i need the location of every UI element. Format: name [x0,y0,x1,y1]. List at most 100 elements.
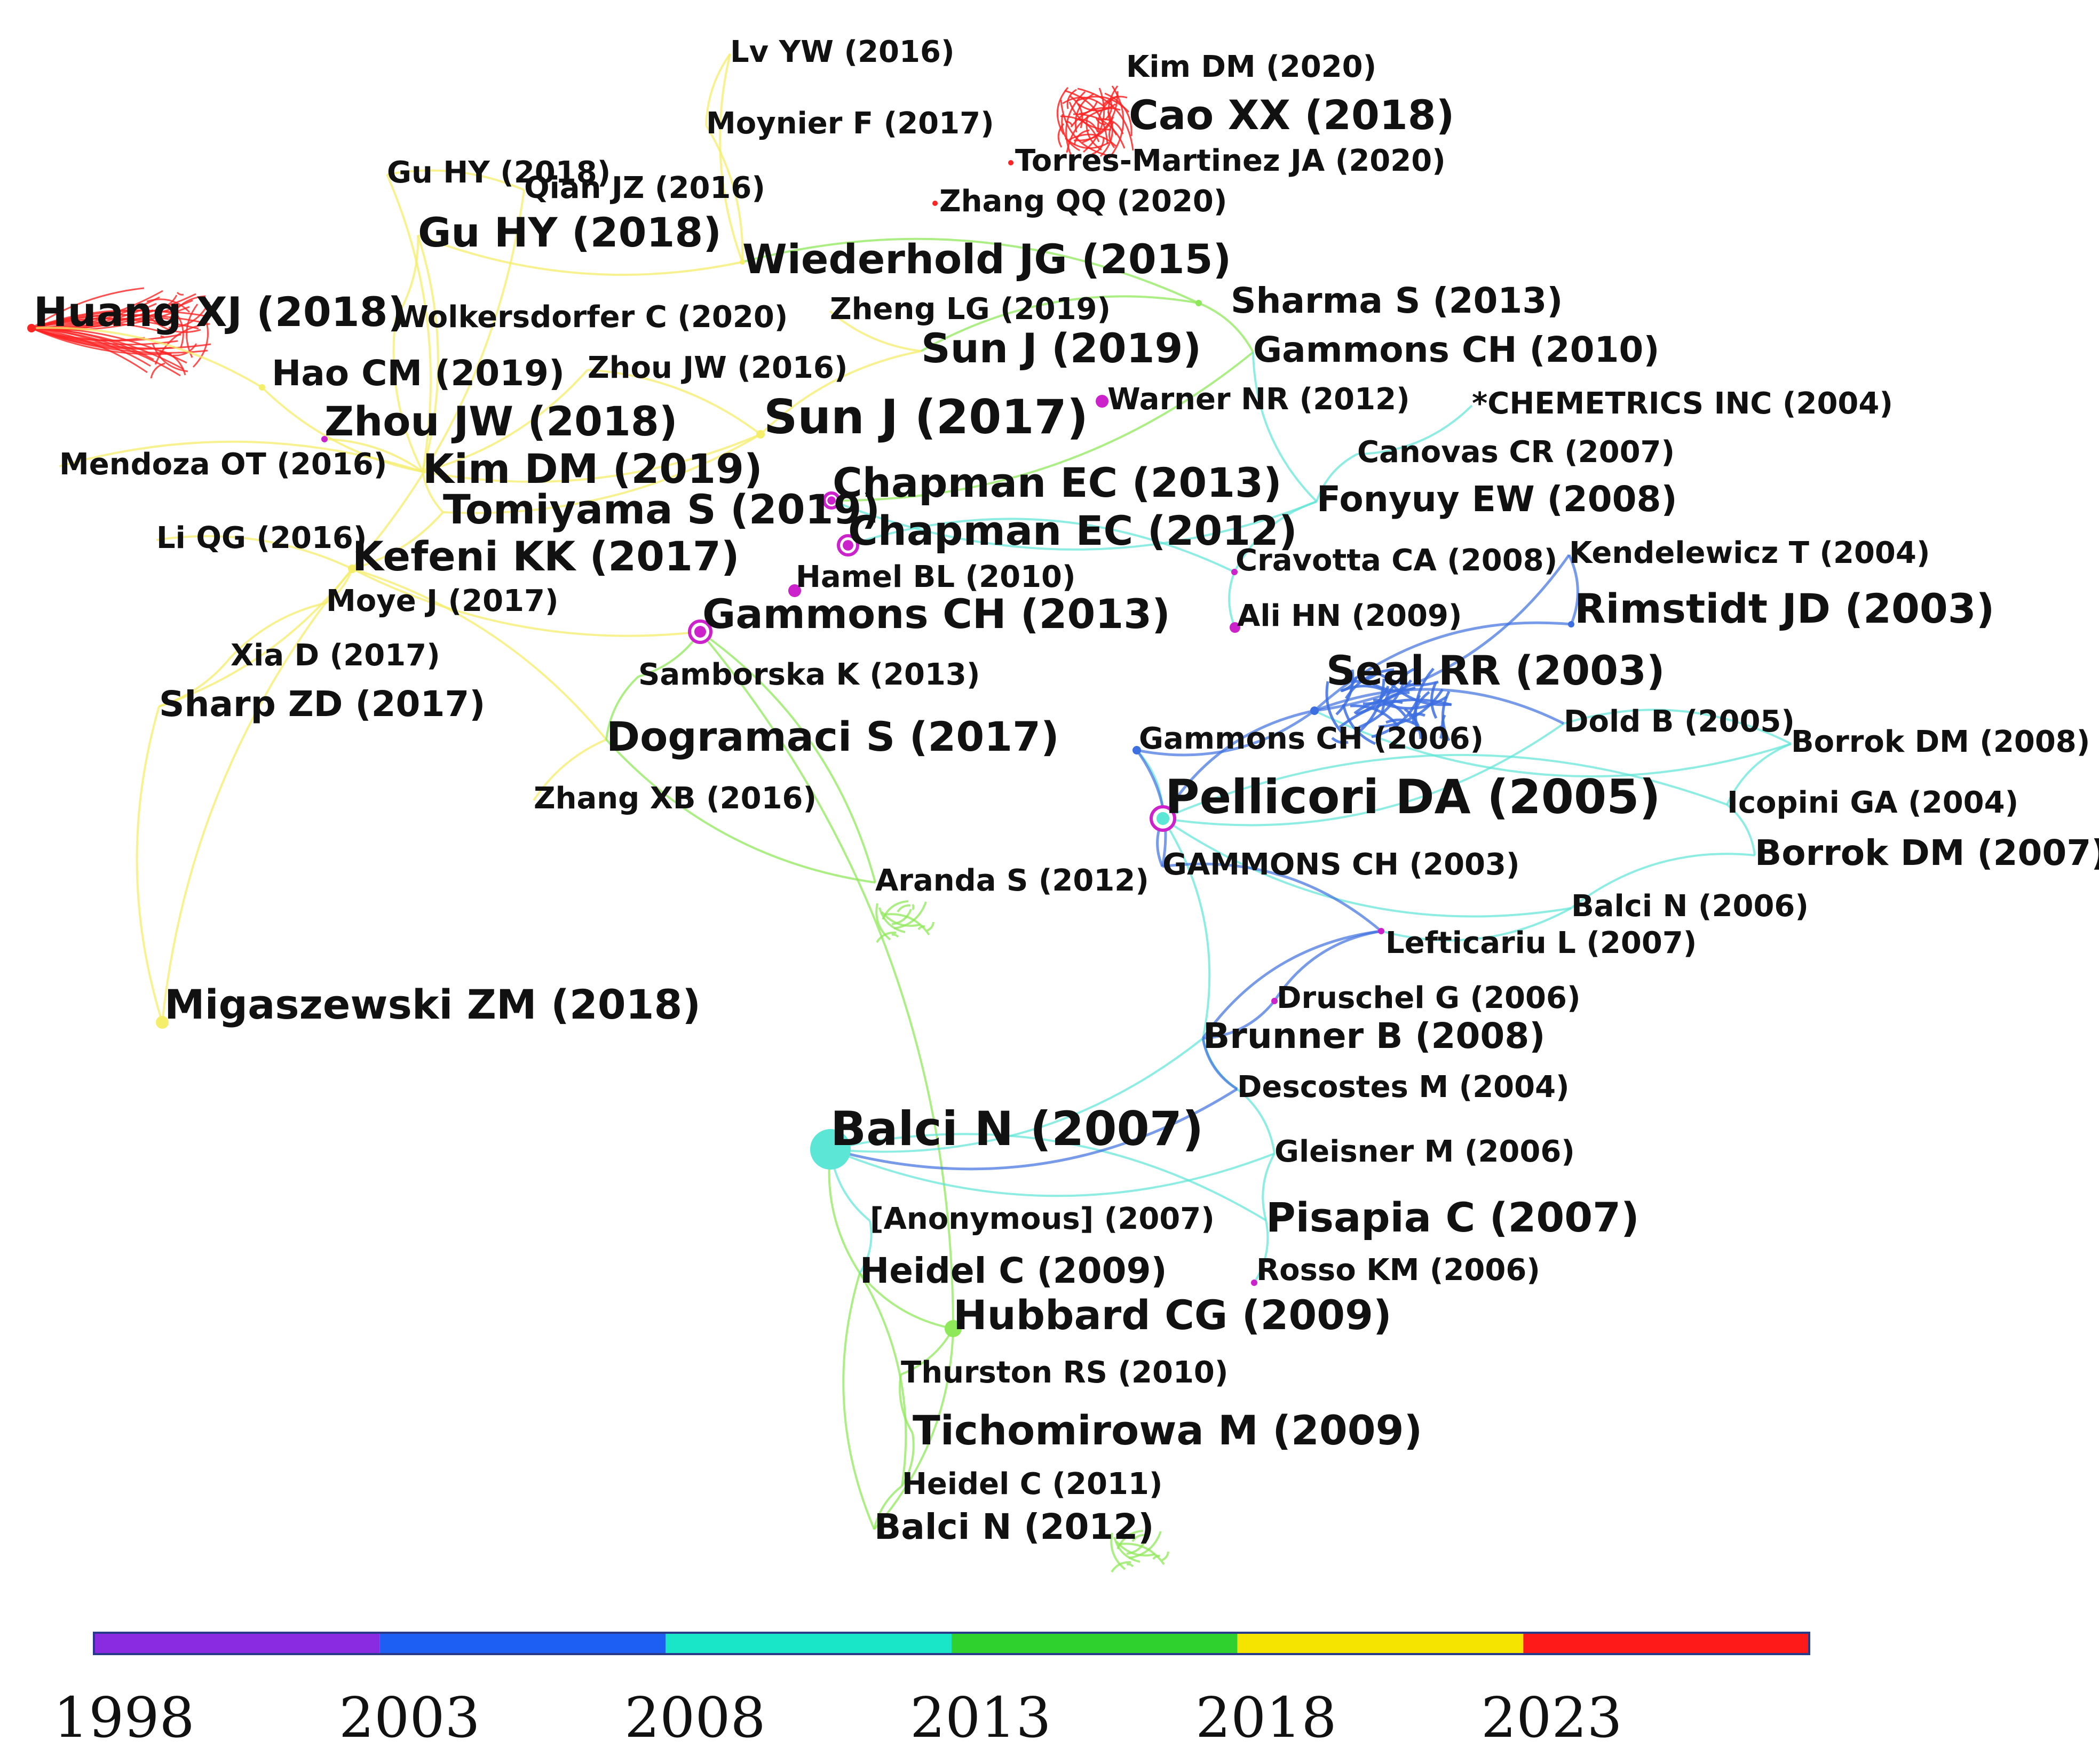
node-label-aranda[interactable]: Aranda S (2012) [875,863,1149,898]
node-label-wiederhold[interactable]: Wiederhold JG (2015) [742,235,1231,283]
node-label-druschel[interactable]: Druschel G (2006) [1277,981,1581,1015]
node-sharma[interactable] [1195,300,1202,306]
node-label-thurston[interactable]: Thurston RS (2010) [901,1355,1228,1390]
node-label-canovas[interactable]: Canovas CR (2007) [1357,435,1675,470]
node-label-haocm[interactable]: Hao CM (2019) [272,353,565,394]
node-label-kefeni[interactable]: Kefeni KK (2017) [352,533,740,580]
node-label-descostes[interactable]: Descostes M (2004) [1237,1070,1570,1105]
node-label-balci06[interactable]: Balci N (2006) [1571,889,1809,924]
node-label-warner[interactable]: Warner NR (2012) [1107,382,1410,417]
node-huangxj[interactable] [27,324,36,332]
node-label-lefticariu[interactable]: Lefticariu L (2007) [1385,926,1697,960]
node-alihn[interactable] [1230,622,1240,633]
node-label-gammons03[interactable]: GAMMONS CH (2003) [1162,847,1520,882]
node-label-zhenglg[interactable]: Zheng LG (2019) [830,292,1111,327]
node-rimstidt[interactable] [1568,621,1574,627]
node-label-pellicori[interactable]: Pellicori DA (2005) [1165,769,1661,824]
node-label-tomiyama[interactable]: Tomiyama S (2019) [443,486,880,533]
node-label-dogramaci[interactable]: Dogramaci S (2017) [606,713,1059,760]
node-label-gleisner[interactable]: Gleisner M (2006) [1274,1134,1575,1169]
timeline-segment-5 [1523,1633,1809,1654]
node-label-rimstidt[interactable]: Rimstidt JD (2003) [1574,585,1994,632]
node-label-chemetrics[interactable]: *CHEMETRICS INC (2004) [1472,386,1893,421]
node-label-sharpzd[interactable]: Sharp ZD (2017) [159,684,485,725]
node-sunj17[interactable] [756,430,765,439]
node-label-kendel[interactable]: Kendelewicz T (2004) [1569,536,1930,570]
node-label-pisapia[interactable]: Pisapia C (2007) [1266,1194,1639,1241]
node-label-zhangxb[interactable]: Zhang XB (2016) [534,781,817,816]
node-label-qianjz[interactable]: Qian JZ (2016) [524,171,765,205]
citation-link-217 [1373,669,1439,687]
node-label-guhy18a[interactable]: Gu HY (2018) [387,155,611,190]
node-label-moynier[interactable]: Moynier F (2017) [706,106,994,141]
node-label-moye[interactable]: Moye J (2017) [326,584,559,618]
node-label-xiad[interactable]: Xia D (2017) [231,638,440,673]
node-kefeni[interactable] [348,565,357,573]
citation-link-66 [31,309,172,329]
node-label-icopini[interactable]: Icopini GA (2004) [1727,785,2018,820]
citation-link-26 [1073,113,1126,149]
citation-link-87 [392,319,424,472]
node-label-borrok08[interactable]: Borrok DM (2008) [1791,725,2090,759]
node-label-chapman12[interactable]: Chapman EC (2012) [848,507,1297,554]
node-migaszewski[interactable] [156,1016,169,1029]
node-label-zhoujw16[interactable]: Zhou JW (2016) [588,351,847,385]
node-label-balci12[interactable]: Balci N (2012) [874,1506,1154,1547]
node-label-lvyw[interactable]: Lv YW (2016) [730,35,955,69]
node-hubbard[interactable] [945,1320,962,1337]
node-label-kimdm19[interactable]: Kim DM (2019) [423,445,763,492]
node-cravotta[interactable] [1231,569,1238,575]
node-zhoujw18[interactable] [321,436,328,442]
node-label-mendoza[interactable]: Mendoza OT (2016) [59,447,387,482]
node-label-samborska[interactable]: Samborska K (2013) [638,657,980,692]
node-label-zhangqq[interactable]: Zhang QQ (2020) [939,184,1227,219]
citation-link-172 [1162,817,1211,1039]
node-label-liqg[interactable]: Li QG (2016) [156,521,367,555]
node-label-heidel09[interactable]: Heidel C (2009) [860,1250,1167,1291]
node-label-rosso[interactable]: Rosso KM (2006) [1256,1253,1540,1288]
node-label-tichomirowa[interactable]: Tichomirowa M (2009) [913,1407,1422,1454]
node-label-dold[interactable]: Dold B (2005) [1564,704,1795,739]
node-label-gammons13[interactable]: Gammons CH (2013) [702,590,1170,638]
node-label-sunj17[interactable]: Sun J (2017) [764,390,1088,444]
node-label-kimdm20[interactable]: Kim DM (2020) [1126,50,1376,84]
node-label-cravotta[interactable]: Cravotta CA (2008) [1235,543,1557,578]
node-label-gammons06[interactable]: Gammons CH (2006) [1139,721,1484,756]
node-rosso[interactable] [1251,1280,1257,1286]
node-balci07[interactable] [810,1129,851,1170]
node-haocm[interactable] [259,384,265,391]
node-label-caoxx[interactable]: Cao XX (2018) [1129,91,1454,139]
node-label-brunner[interactable]: Brunner B (2008) [1203,1015,1545,1056]
node-label-borrok07[interactable]: Borrok DM (2007) [1755,832,2099,873]
citation-link-180 [830,1133,1267,1221]
node-label-fonyuy[interactable]: Fonyuy EW (2008) [1317,479,1677,520]
node-label-sharma[interactable]: Sharma S (2013) [1231,280,1563,321]
node-zhangqq[interactable] [932,201,938,206]
node-label-hamel[interactable]: Hamel BL (2010) [796,560,1076,594]
node-label-guhy18b[interactable]: Gu HY (2018) [418,209,722,256]
node-label-migaszewski[interactable]: Migaszewski ZM (2018) [164,981,701,1028]
node-label-sunj19[interactable]: Sun J (2019) [921,324,1201,372]
node-label-torres[interactable]: Torres-Martinez JA (2020) [1015,144,1446,178]
node-label-hubbard[interactable]: Hubbard CG (2009) [953,1291,1392,1339]
node-label-heidel11[interactable]: Heidel C (2011) [902,1467,1162,1501]
node-lefticariu[interactable] [1378,928,1384,934]
citation-link-114 [422,369,589,473]
node-sealrr[interactable] [1310,706,1319,715]
node-gammons06[interactable] [1132,746,1141,754]
node-warner[interactable] [1096,395,1108,408]
node-torres[interactable] [1008,160,1013,165]
node-hamel[interactable] [788,584,801,597]
node-label-huangxj[interactable]: Huang XJ (2018) [34,288,406,336]
node-label-balci07[interactable]: Balci N (2007) [830,1101,1203,1156]
node-wiederhold[interactable] [740,259,745,265]
node-label-gammons10[interactable]: Gammons CH (2010) [1253,329,1660,370]
node-label-alihn[interactable]: Ali HN (2009) [1237,599,1462,633]
node-label-wolkers[interactable]: Wolkersdorfer C (2020) [395,300,788,335]
citation-link-35 [1078,103,1116,112]
node-label-chapman13[interactable]: Chapman EC (2013) [833,459,1282,506]
node-label-zhoujw18[interactable]: Zhou JW (2018) [324,398,678,445]
node-label-sealrr[interactable]: Seal RR (2003) [1326,647,1665,694]
node-druschel[interactable] [1271,998,1278,1004]
node-label-anon[interactable]: [Anonymous] (2007) [870,1202,1215,1236]
